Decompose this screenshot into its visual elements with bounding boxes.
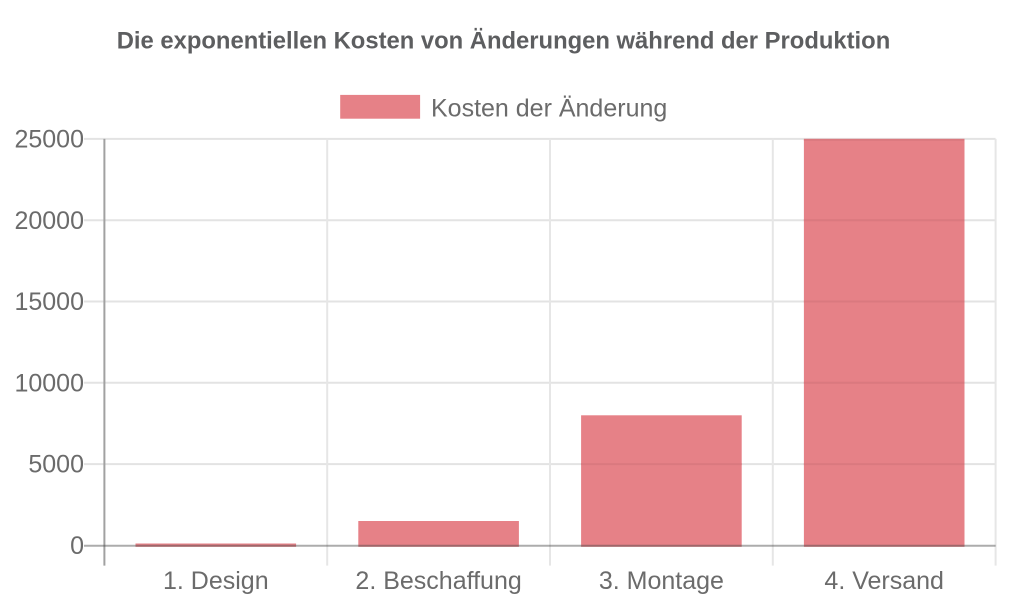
svg-text:5000: 5000 bbox=[28, 451, 84, 479]
svg-text:20000: 20000 bbox=[14, 207, 84, 235]
svg-text:4. Versand: 4. Versand bbox=[824, 567, 944, 595]
svg-text:3. Montage: 3. Montage bbox=[599, 567, 724, 595]
svg-text:15000: 15000 bbox=[14, 288, 84, 316]
svg-text:Kosten der Änderung: Kosten der Änderung bbox=[431, 95, 667, 123]
svg-text:25000: 25000 bbox=[14, 126, 84, 154]
svg-text:1. Design: 1. Design bbox=[163, 567, 269, 595]
svg-text:10000: 10000 bbox=[14, 369, 84, 397]
svg-text:0: 0 bbox=[70, 532, 84, 560]
svg-text:Die exponentiellen Kosten von: Die exponentiellen Kosten von Änderungen… bbox=[117, 27, 890, 54]
svg-text:2. Beschaffung: 2. Beschaffung bbox=[355, 567, 521, 595]
